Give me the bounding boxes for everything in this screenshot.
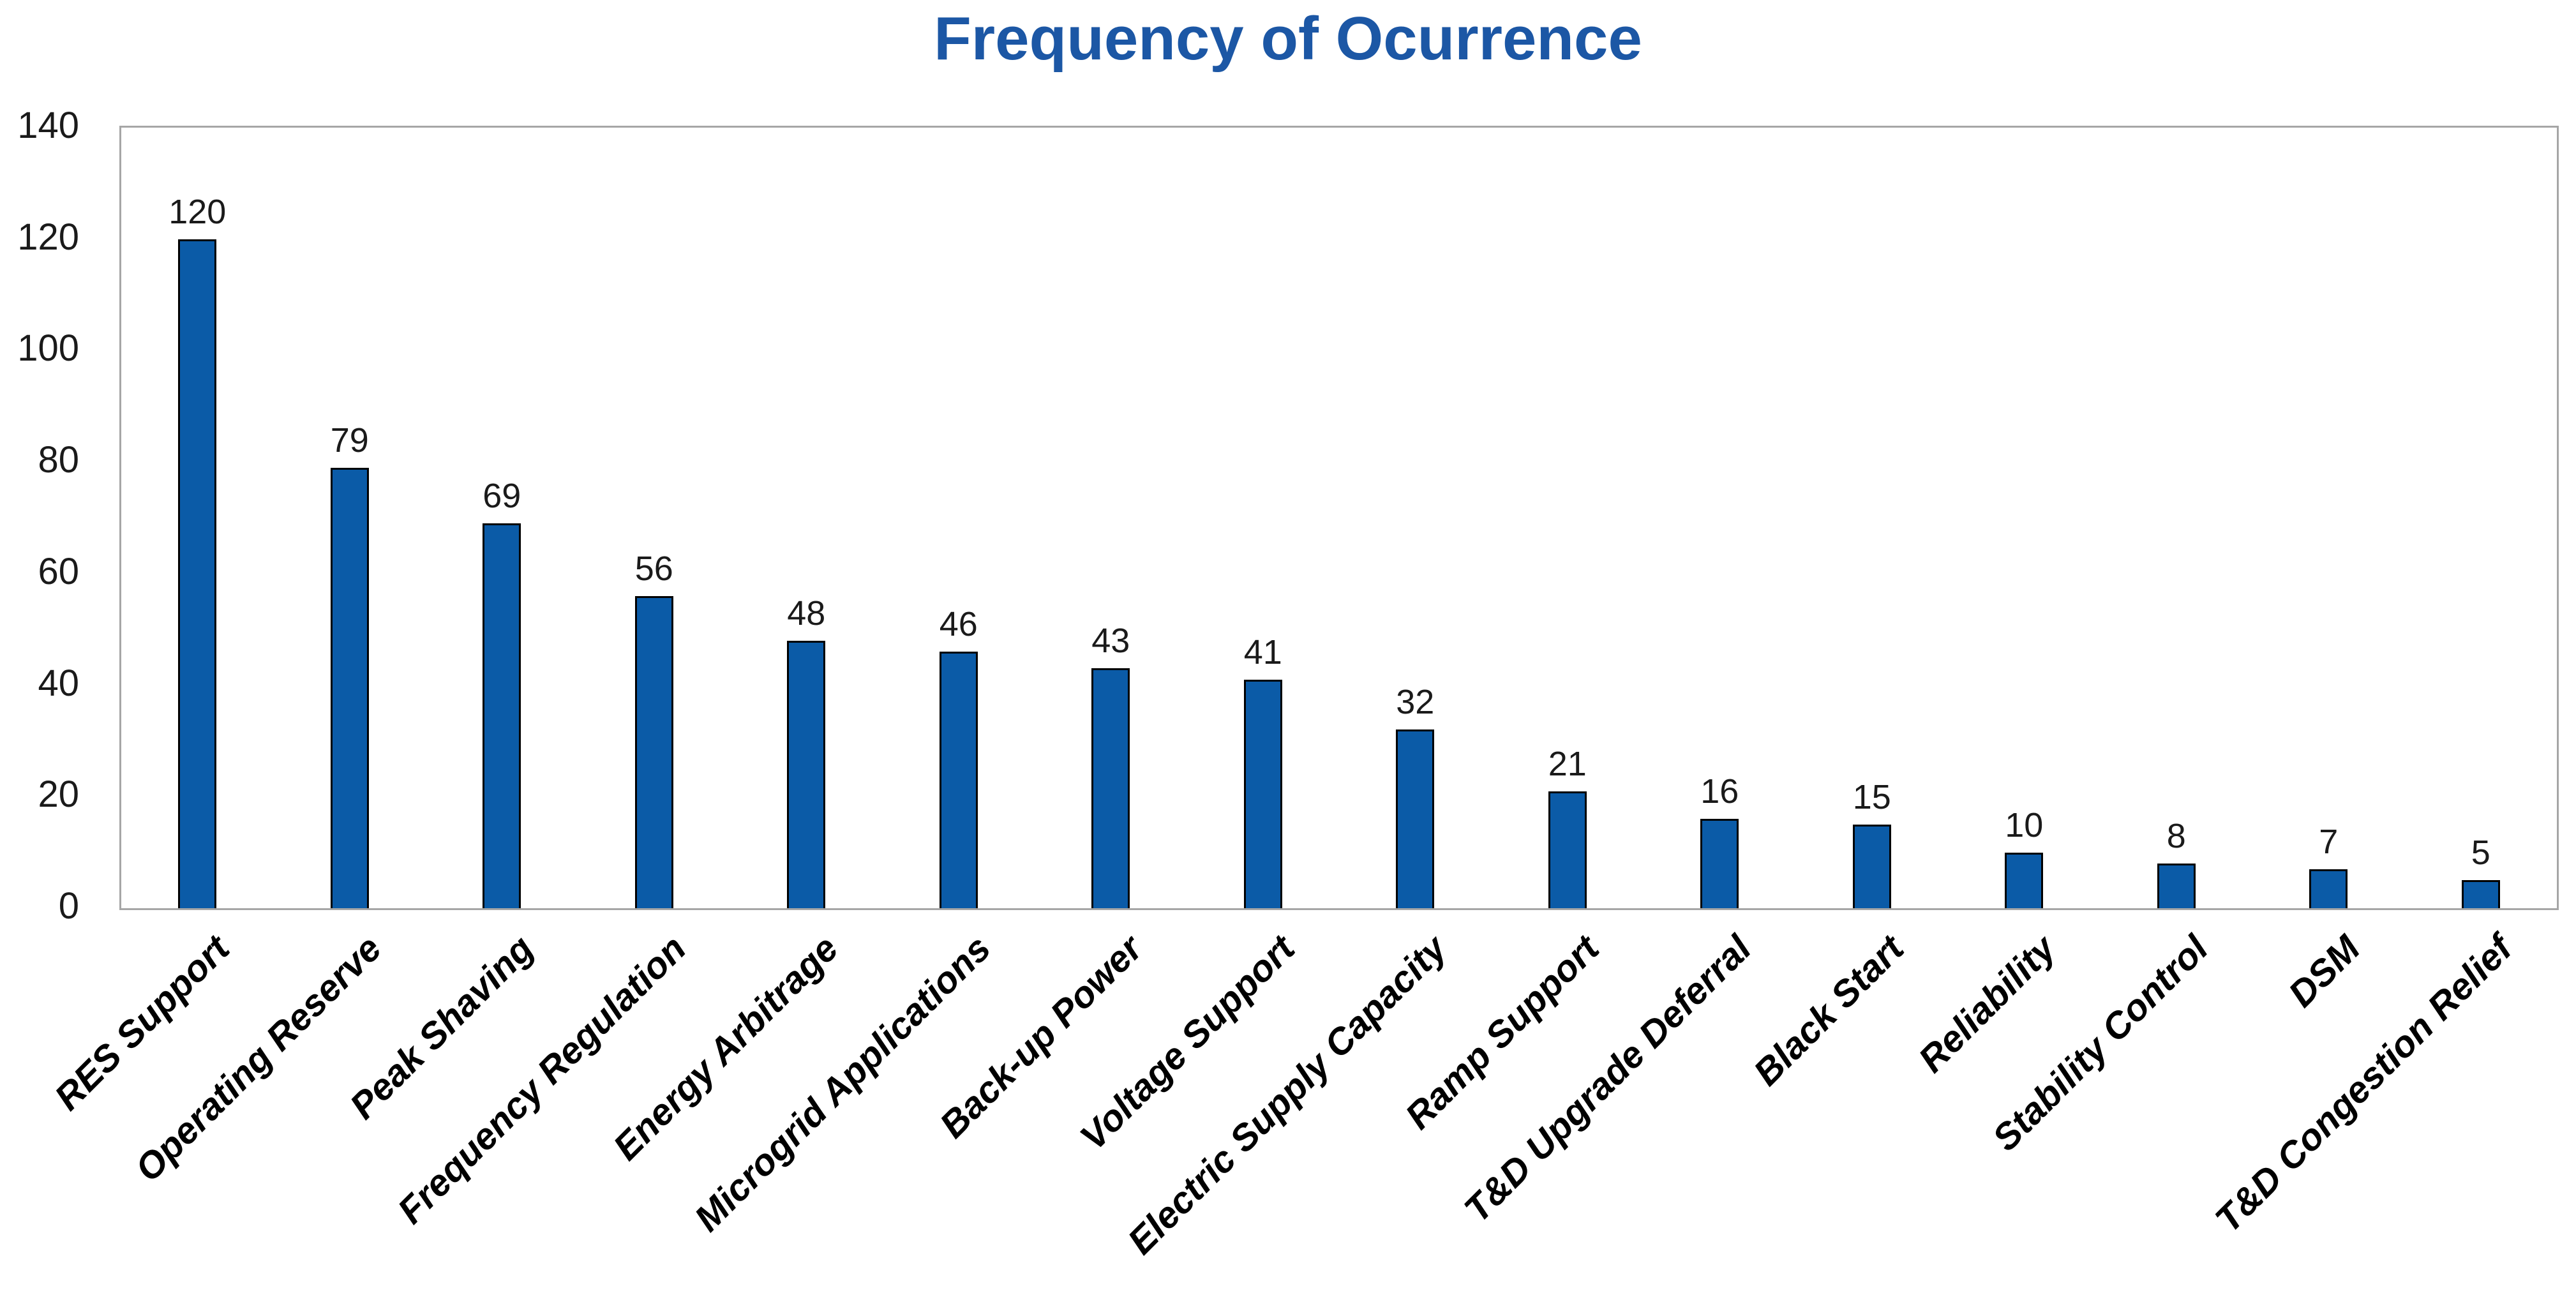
plot-area: 120 79 69 56 48 46 43 41 32 21 16 15 10 8 7 5 bbox=[119, 126, 2559, 910]
bar bbox=[634, 595, 673, 908]
y-tick-label: 20 bbox=[38, 774, 79, 816]
bar-slot: 69 bbox=[426, 128, 578, 908]
x-category-label: T&D Congestion Relief bbox=[2207, 927, 2521, 1241]
bar-value-label: 8 bbox=[2166, 817, 2186, 856]
bar bbox=[2157, 864, 2196, 908]
bar bbox=[2461, 880, 2500, 908]
bar-slot: 43 bbox=[1035, 128, 1187, 908]
bar bbox=[2309, 869, 2348, 908]
bar bbox=[178, 239, 217, 908]
bar-value-label: 69 bbox=[483, 477, 521, 516]
bar-slot: 7 bbox=[2252, 128, 2405, 908]
y-tick-label: 0 bbox=[58, 885, 79, 927]
bar-slot: 21 bbox=[1492, 128, 1644, 908]
bar bbox=[939, 652, 978, 908]
x-category-label: DSM bbox=[2280, 927, 2369, 1015]
bar-slot: 15 bbox=[1796, 128, 1949, 908]
bar-slot: 120 bbox=[121, 128, 274, 908]
bar-value-label: 7 bbox=[2319, 822, 2339, 861]
x-category-label: Electric Supply Capacity bbox=[1120, 927, 1455, 1262]
y-tick-label: 80 bbox=[38, 439, 79, 481]
bar-slot: 32 bbox=[1339, 128, 1492, 908]
bar-value-label: 48 bbox=[787, 594, 826, 632]
bar-value-label: 46 bbox=[939, 605, 978, 644]
bar-slot: 46 bbox=[883, 128, 1035, 908]
bar bbox=[483, 523, 521, 908]
bar-value-label: 43 bbox=[1091, 622, 1130, 661]
y-tick-label: 100 bbox=[17, 327, 79, 370]
bar-value-label: 16 bbox=[1700, 772, 1739, 811]
bar-value-label: 79 bbox=[330, 421, 369, 460]
bar-value-label: 15 bbox=[1852, 777, 1891, 816]
bar bbox=[330, 467, 369, 908]
bar-value-label: 21 bbox=[1548, 744, 1587, 783]
x-category-label: Frequency Regulation bbox=[389, 927, 694, 1232]
bar-value-label: 120 bbox=[168, 192, 227, 231]
y-tick-label: 40 bbox=[38, 662, 79, 704]
bar-slot: 41 bbox=[1187, 128, 1340, 908]
x-category-label: Microgrid Applications bbox=[686, 927, 999, 1240]
bar-value-label: 32 bbox=[1396, 683, 1435, 722]
bar-value-label: 10 bbox=[2005, 805, 2044, 844]
x-category-label: T&D Upgrade Deferral bbox=[1456, 927, 1760, 1230]
bar-value-label: 5 bbox=[2471, 834, 2490, 872]
bar bbox=[787, 640, 826, 908]
bar-slot: 10 bbox=[1948, 128, 2100, 908]
bar-slot: 48 bbox=[730, 128, 883, 908]
y-tick-label: 120 bbox=[17, 216, 79, 258]
bar bbox=[2005, 852, 2044, 908]
x-axis-labels: RES Support Operating Reserve Peak Shaving… bbox=[47, 910, 2555, 1309]
y-tick-label: 60 bbox=[38, 550, 79, 592]
bar-value-label: 41 bbox=[1243, 632, 1282, 671]
bar-slot: 8 bbox=[2100, 128, 2253, 908]
bar bbox=[1548, 791, 1587, 908]
bar bbox=[1243, 679, 1282, 908]
chart-title: Frequency of Ocurrence bbox=[934, 4, 1642, 73]
bar bbox=[1852, 824, 1891, 908]
x-category-label: Reliability bbox=[1910, 927, 2064, 1081]
bar bbox=[1091, 668, 1130, 908]
x-category-label: Black Start bbox=[1745, 927, 1912, 1094]
bar-value-label: 56 bbox=[634, 549, 673, 588]
bar bbox=[1700, 819, 1739, 908]
y-axis: 0 20 40 60 80 100 120 140 bbox=[0, 107, 96, 925]
x-category-label: Operating Reserve bbox=[127, 927, 390, 1190]
bar-slot: 79 bbox=[274, 128, 426, 908]
bar-slot: 56 bbox=[578, 128, 731, 908]
y-tick-label: 140 bbox=[17, 105, 79, 146]
bar bbox=[1396, 729, 1435, 908]
bar-slot: 5 bbox=[2405, 128, 2557, 908]
bar-slot: 16 bbox=[1644, 128, 1796, 908]
